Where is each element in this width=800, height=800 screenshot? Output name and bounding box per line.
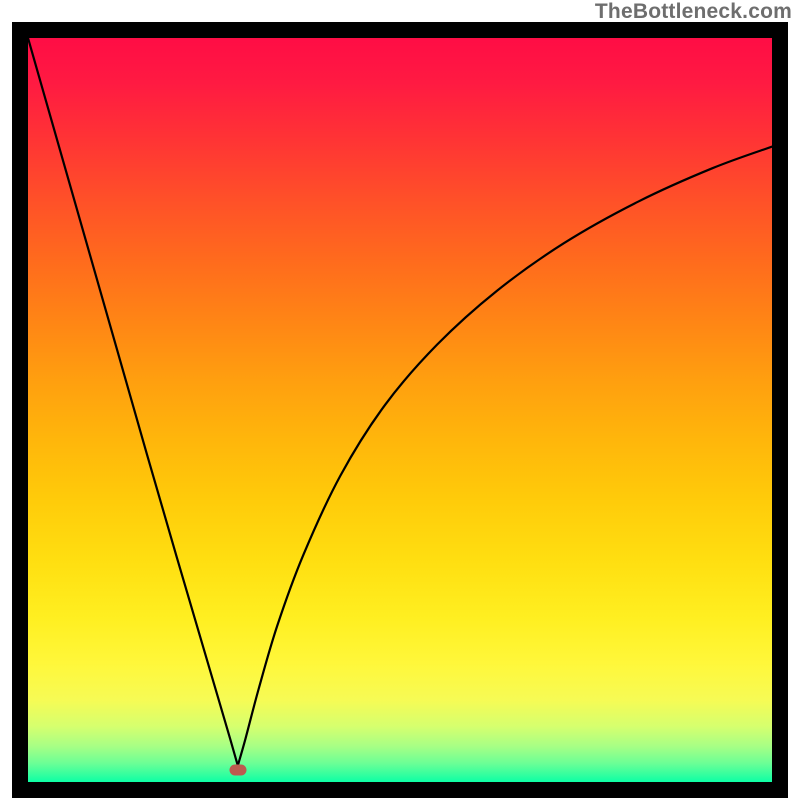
vertex-marker — [229, 765, 246, 776]
plot-area — [28, 38, 772, 782]
watermark-text: TheBottleneck.com — [595, 0, 792, 24]
v-curve — [28, 38, 772, 782]
chart-frame — [12, 22, 788, 798]
